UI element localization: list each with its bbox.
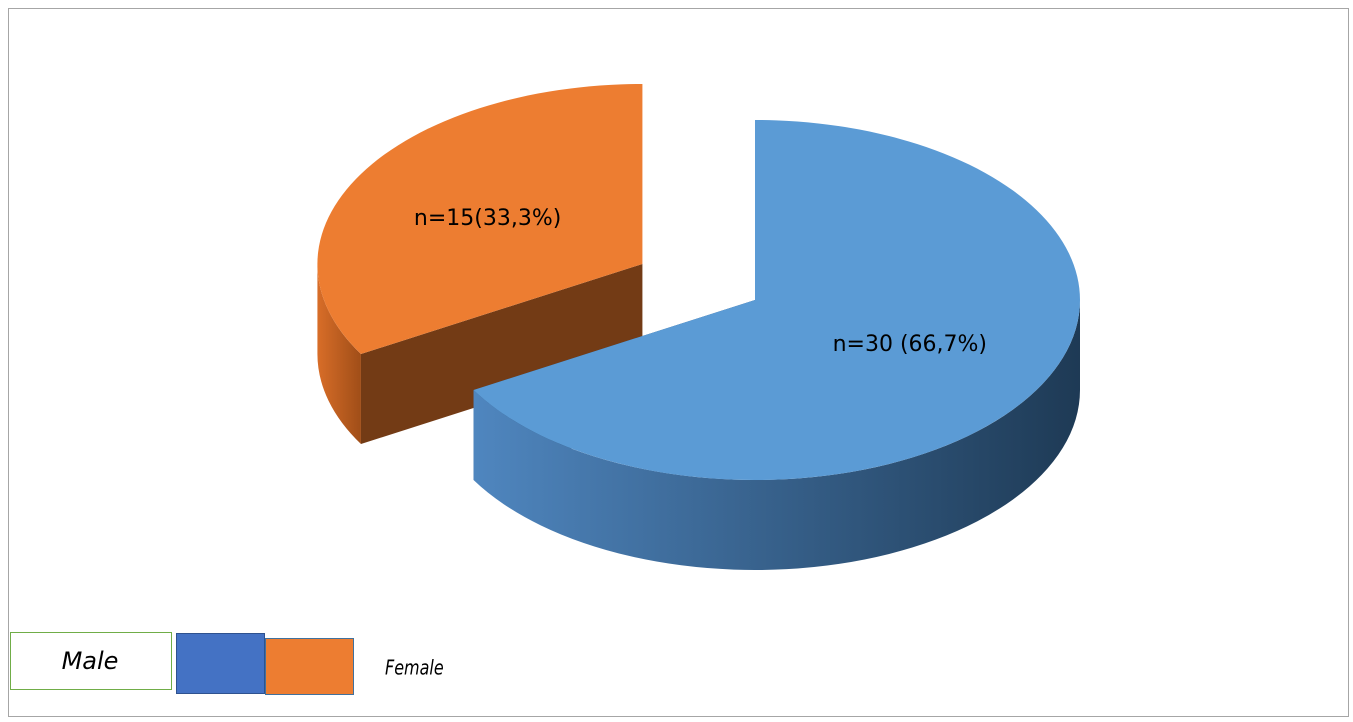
legend-box [10,632,172,690]
legend-label: Female [385,657,444,680]
data-label: n=15(33,3%) [414,206,561,231]
legend-swatch [265,638,354,695]
legend-label: Male [62,647,119,675]
slice-cut-face [360,264,643,444]
slice [473,120,1080,480]
slice-side [317,264,361,444]
slice [317,84,643,354]
pie: n=15(33,3%) n=30 (66,7%) [317,84,1080,571]
slice-side [473,300,1080,571]
legend: Male Female [10,632,444,695]
data-label: n=30 (66,7%) [833,332,987,357]
legend-swatch [176,633,265,694]
